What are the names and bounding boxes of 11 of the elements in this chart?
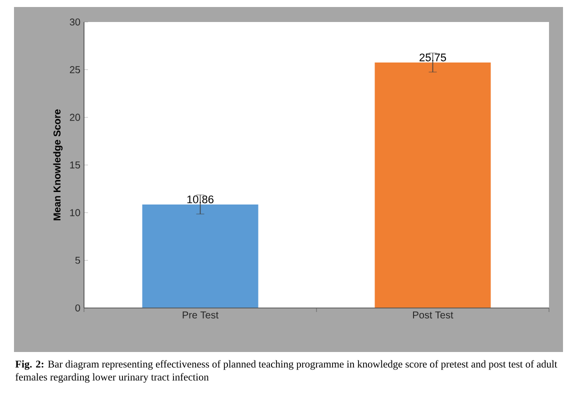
y-tick-label: 10 <box>70 209 80 216</box>
y-tick-label: 20 <box>70 114 80 121</box>
y-tick-label: 30 <box>70 18 80 26</box>
x-tick-label: Post Test <box>413 312 454 318</box>
y-tick-label: 15 <box>70 162 80 168</box>
y-tick-label: 25 <box>70 66 80 74</box>
text: Fig. 2: Bar diagram representing effectiveness of planned teaching programme in knowledge score of pretest and post test of adult females regarding lower urinary tract infection <box>15 360 558 383</box>
y-axis-title: Mean Knowledge Score <box>53 109 63 220</box>
y-tick-label: 5 <box>75 256 80 264</box>
y-tick-label: 0 <box>75 304 80 312</box>
x-tick-label: Pre Test <box>182 312 218 318</box>
